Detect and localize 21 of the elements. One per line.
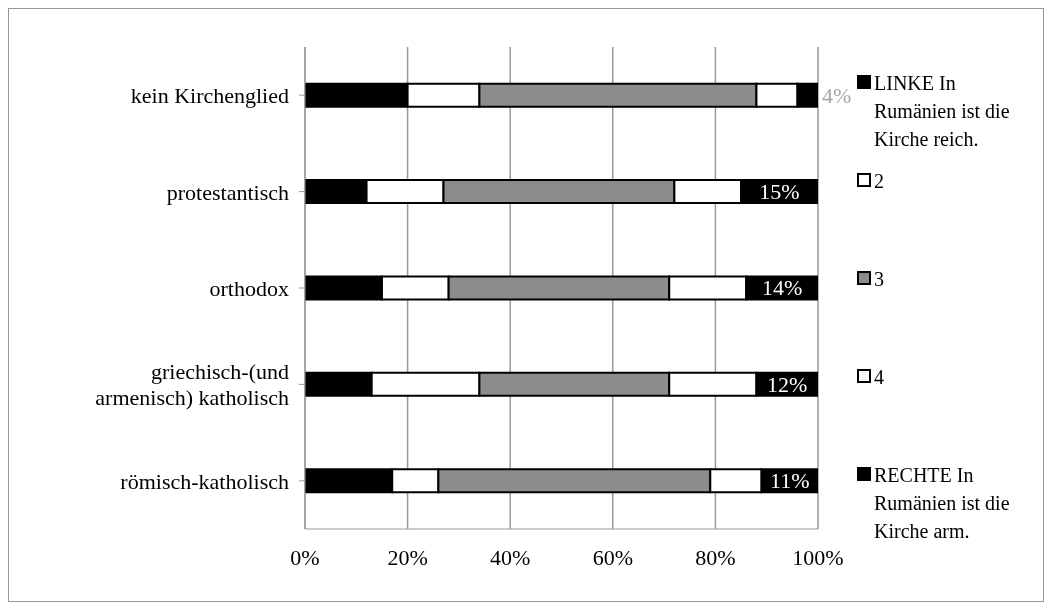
data-label: 14% xyxy=(761,275,803,301)
legend-label: RECHTE In Rumänien ist die Kirche arm. xyxy=(874,463,1011,544)
x-tick-label: 0% xyxy=(290,544,320,570)
x-tick-label: 60% xyxy=(592,544,633,570)
data-label: 4% xyxy=(822,82,852,108)
data-label: 15% xyxy=(759,179,800,205)
legend-label: 4 xyxy=(874,365,884,390)
x-tick-label: 20% xyxy=(387,544,428,570)
x-tick-label: 40% xyxy=(490,544,531,570)
y-tick-label: kein Kirchenglied xyxy=(130,82,289,108)
data-label: 11% xyxy=(770,468,810,494)
x-tick-label: 100% xyxy=(792,544,844,570)
y-tick-label: protestantisch xyxy=(166,179,289,205)
legend-label: 2 xyxy=(874,169,884,194)
data-label: 12% xyxy=(767,371,808,397)
y-tick-label: römisch-katholisch xyxy=(120,468,289,494)
y-tick-label: orthodox xyxy=(209,275,289,301)
legend-label: 3 xyxy=(874,267,884,292)
x-tick-label: 80% xyxy=(695,544,736,570)
legend-label: LINKE In Rumänien ist die Kirche reich. xyxy=(874,71,1011,152)
y-tick-label: griechisch-(und armenisch) katholisch xyxy=(95,358,289,410)
